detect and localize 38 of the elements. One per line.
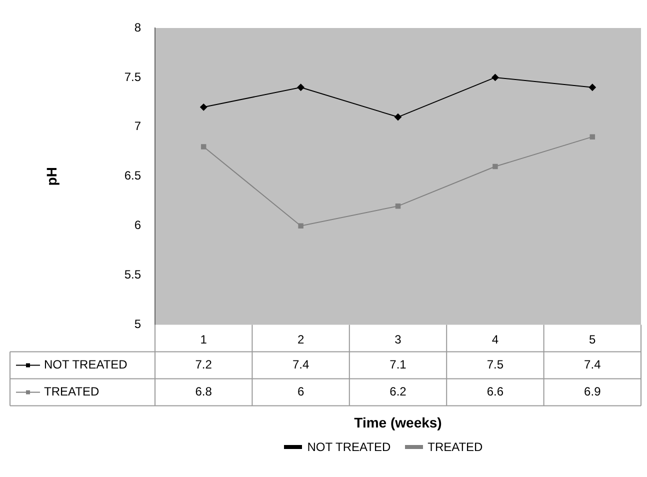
data-label: 6.8 (195, 384, 212, 399)
point (297, 84, 304, 91)
data-label: 6.6 (486, 384, 504, 399)
x-tick-label: 1 (200, 332, 208, 346)
point (298, 223, 304, 228)
data-label: 6 (297, 384, 304, 399)
point (492, 74, 499, 81)
data-label: 7.4 (584, 358, 602, 372)
x-tick-label: 2 (297, 332, 304, 346)
x-tick-label: 3 (394, 332, 402, 346)
y-tick-label: 5.5 (124, 268, 142, 282)
y-tick-label: 8 (134, 20, 142, 34)
x-axis-title: Time (weeks) (354, 414, 442, 430)
y-tick-label: 6.5 (124, 168, 142, 183)
point (200, 104, 208, 111)
data-label: 7.2 (195, 358, 212, 372)
legend-label: TREATED (44, 384, 100, 399)
y-tick-label: 5 (134, 317, 142, 332)
data-label: 6.2 (390, 384, 407, 399)
y-axis-title: pH (43, 167, 60, 186)
text: NOT TREATED (307, 440, 391, 454)
text: TREATED (428, 440, 483, 454)
data-label: 7.4 (292, 358, 310, 372)
legend-label: NOT TREATED (44, 358, 128, 372)
data-label: 7.5 (486, 358, 504, 372)
point (492, 164, 498, 170)
y-tick-label: 6 (134, 218, 142, 232)
y-tick-label: 7.5 (124, 70, 142, 84)
point (394, 114, 402, 121)
point (395, 203, 401, 209)
point (588, 84, 596, 91)
data-label: 7.1 (390, 358, 407, 372)
point (590, 134, 596, 140)
x-tick-label: 5 (589, 332, 596, 346)
y-tick-label: 7 (134, 119, 142, 134)
x-tick-label: 4 (492, 332, 499, 346)
data-label: 6.9 (584, 384, 602, 399)
point (200, 144, 206, 150)
